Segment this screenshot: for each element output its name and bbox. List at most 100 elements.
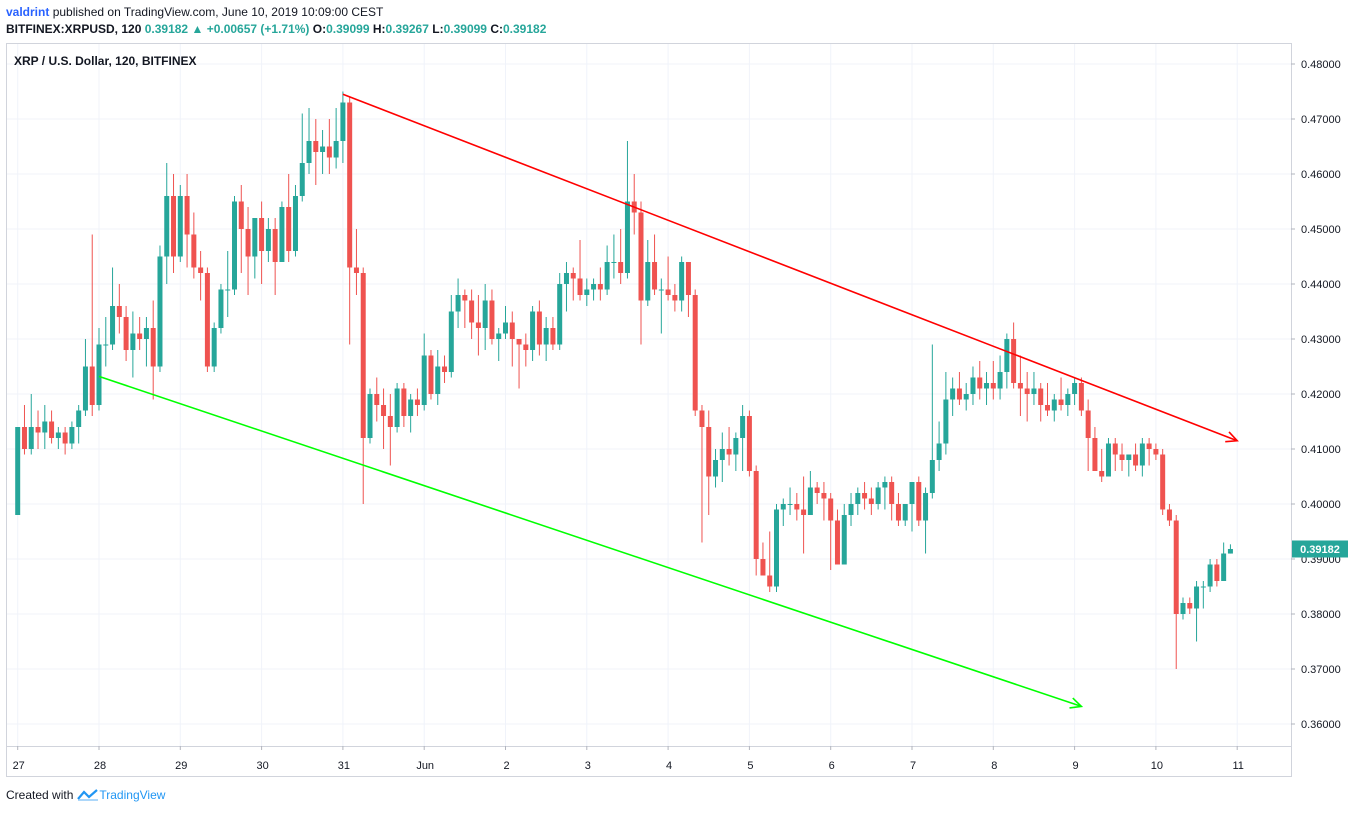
candle-down bbox=[49, 410, 55, 444]
candle-up bbox=[265, 218, 271, 262]
candles bbox=[15, 91, 1233, 669]
candle-body bbox=[868, 498, 874, 504]
candle-up bbox=[421, 333, 427, 411]
candle-down bbox=[286, 174, 292, 262]
candle-body bbox=[218, 289, 224, 328]
candle-up bbox=[563, 262, 569, 312]
candle-down bbox=[895, 493, 901, 526]
candle-body bbox=[1045, 405, 1050, 411]
candle-down bbox=[184, 174, 190, 268]
candle-body bbox=[1221, 553, 1227, 581]
candle-body bbox=[1072, 383, 1078, 394]
candle-up bbox=[611, 234, 617, 279]
candle-down bbox=[489, 289, 495, 345]
candle-up bbox=[157, 245, 163, 372]
candle-up bbox=[923, 487, 929, 554]
candle-body bbox=[1227, 548, 1233, 554]
candle-body bbox=[489, 300, 495, 339]
candle-down bbox=[726, 427, 732, 466]
candle-body bbox=[1160, 454, 1166, 510]
candle-body bbox=[855, 493, 861, 504]
candle-body bbox=[584, 289, 590, 295]
candle-body bbox=[523, 344, 529, 350]
tradingview-brand-link[interactable]: TradingView bbox=[77, 788, 165, 802]
candle-up bbox=[408, 394, 414, 433]
candle-up bbox=[1227, 544, 1233, 554]
candle-body bbox=[821, 493, 827, 499]
price-tick-label: 0.43000 bbox=[1301, 334, 1341, 346]
candle-body bbox=[442, 366, 448, 372]
candle-down bbox=[1133, 443, 1139, 471]
candle-down bbox=[245, 207, 251, 295]
tradingview-logo-icon bbox=[77, 789, 99, 801]
candle-down bbox=[699, 405, 705, 543]
candle-down bbox=[665, 256, 671, 301]
candle-down bbox=[706, 410, 712, 515]
time-tick-label: 4 bbox=[666, 760, 672, 772]
resistance-trendline[interactable] bbox=[342, 93, 1239, 443]
candle-up bbox=[367, 388, 373, 444]
candle-down bbox=[381, 388, 387, 449]
candle-body bbox=[638, 212, 644, 301]
candle-body bbox=[259, 218, 265, 251]
candle-body bbox=[116, 306, 122, 317]
candle-down bbox=[956, 372, 962, 405]
candle-body bbox=[1166, 509, 1172, 521]
candle-body bbox=[191, 234, 197, 268]
candle-body bbox=[1133, 454, 1139, 466]
candle-body bbox=[157, 256, 163, 367]
up-arrow-icon: ▲ bbox=[191, 22, 204, 36]
candle-body bbox=[1173, 520, 1179, 614]
candle-body bbox=[387, 416, 393, 427]
trendlines[interactable] bbox=[98, 93, 1239, 709]
candle-up bbox=[557, 273, 563, 350]
candle-down bbox=[672, 284, 678, 312]
candle-body bbox=[408, 399, 414, 416]
candle-body bbox=[1085, 410, 1091, 438]
time-tick-label: 2 bbox=[503, 760, 509, 772]
author-link[interactable]: valdrint bbox=[6, 5, 50, 19]
candle-body bbox=[496, 333, 502, 339]
candle-body bbox=[1214, 564, 1220, 581]
candle-body bbox=[414, 399, 420, 405]
candle-body bbox=[814, 487, 820, 493]
candle-up bbox=[69, 421, 75, 449]
publish-info: valdrint published on TradingView.com, J… bbox=[6, 5, 383, 19]
candle-body bbox=[1180, 603, 1186, 614]
candle-down bbox=[916, 476, 922, 526]
candle-body bbox=[862, 493, 868, 499]
candle-down bbox=[1078, 377, 1084, 416]
candle-up bbox=[591, 278, 597, 301]
candle-body bbox=[177, 196, 183, 257]
support-trendline[interactable] bbox=[98, 375, 1084, 709]
candle-body bbox=[1078, 383, 1084, 411]
chart-title: XRP / U.S. Dollar, 120, BITFINEX bbox=[14, 54, 197, 68]
candle-down bbox=[692, 289, 698, 416]
candle-up bbox=[503, 306, 508, 339]
candle-body bbox=[35, 427, 41, 433]
candle-body bbox=[211, 328, 217, 367]
candle-body bbox=[706, 427, 712, 477]
candle-body bbox=[1099, 471, 1105, 477]
candle-up bbox=[96, 328, 102, 411]
price-tick-label: 0.40000 bbox=[1301, 499, 1341, 511]
candle-body bbox=[984, 383, 990, 389]
candle-body bbox=[238, 201, 244, 229]
candle-body bbox=[760, 559, 766, 576]
candle-body bbox=[943, 399, 949, 444]
support-arrowhead bbox=[1069, 697, 1084, 709]
candle-down bbox=[862, 482, 868, 510]
candle-down bbox=[767, 531, 773, 592]
candle-body bbox=[381, 405, 387, 416]
candle-body bbox=[726, 449, 732, 455]
candle-body bbox=[184, 196, 190, 235]
candle-up bbox=[997, 355, 1003, 400]
candle-body bbox=[875, 487, 881, 504]
candle-down bbox=[313, 119, 319, 185]
candle-up bbox=[1004, 333, 1010, 389]
current-price-marker: 0.39182 bbox=[1292, 540, 1348, 558]
candle-up bbox=[218, 284, 224, 334]
candle-down bbox=[259, 201, 265, 284]
candle-body bbox=[401, 388, 407, 416]
